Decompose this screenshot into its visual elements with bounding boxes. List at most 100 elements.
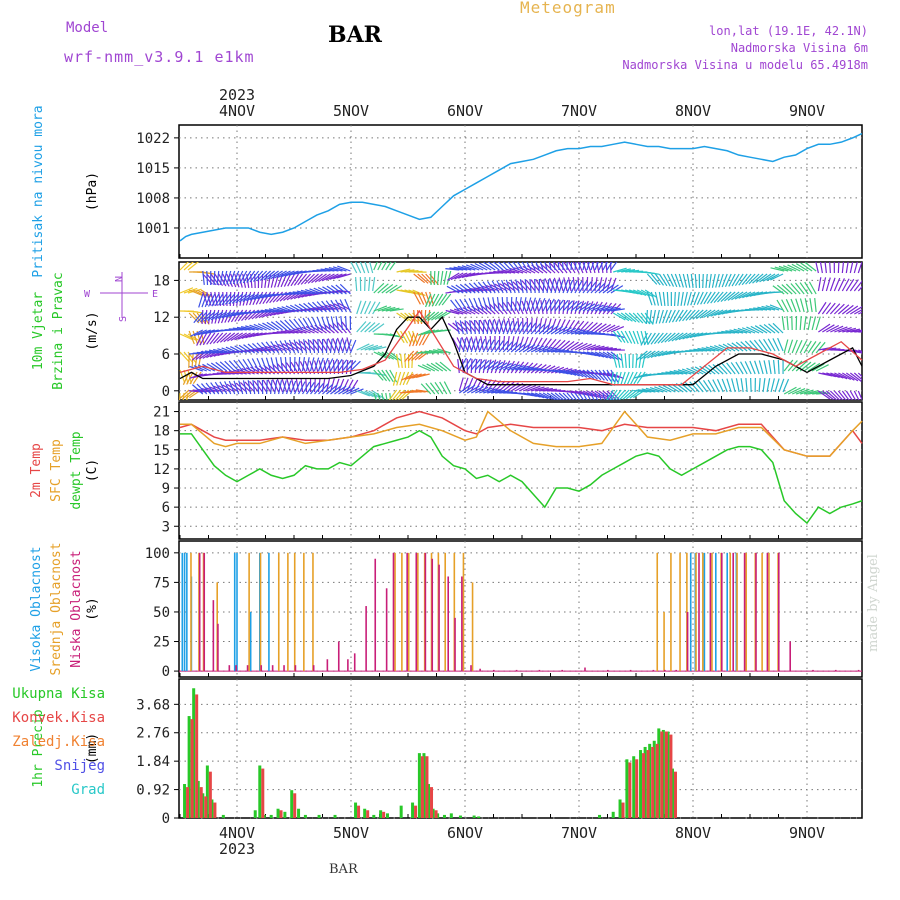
- wind-arrow: [473, 297, 480, 312]
- wind-arrow: [275, 357, 280, 372]
- wind-arrow: [854, 309, 862, 315]
- wind-arrow: [636, 330, 643, 345]
- y-tick-label: 0: [162, 664, 170, 680]
- wind-arrow: [694, 366, 708, 375]
- wind-arrow: [292, 291, 307, 295]
- wind-arrow: [673, 369, 688, 375]
- wind-arrow: [484, 304, 496, 315]
- wind-arrow: [197, 329, 211, 336]
- wind-arrow: [657, 332, 668, 344]
- wind-arrow: [187, 333, 201, 342]
- wind-arrow: [307, 317, 316, 331]
- precip-bar: [382, 811, 386, 818]
- wind-arrow: [778, 265, 793, 272]
- wind-arrow: [685, 309, 696, 321]
- wind-arrow: [662, 309, 668, 324]
- wind-arrow: [530, 337, 539, 351]
- wind-arrow: [677, 369, 692, 375]
- wind-arrow: [260, 309, 275, 313]
- wind-arrow: [339, 283, 351, 295]
- precip-bar: [303, 814, 307, 818]
- wind-arrow: [582, 390, 597, 398]
- wind-arrow: [241, 367, 255, 375]
- wind-arrow: [256, 342, 268, 354]
- wind-arrow: [853, 262, 858, 274]
- wind-arrow: [264, 309, 279, 313]
- wind-arrow: [530, 317, 533, 333]
- wind-arrow: [846, 328, 861, 333]
- wind-arrow: [228, 328, 243, 331]
- wind-arrow: [320, 268, 335, 272]
- wind-arrow: [701, 347, 716, 352]
- wind-arrow: [781, 284, 793, 295]
- wind-arrow: [477, 297, 484, 312]
- wind-arrow: [787, 264, 801, 272]
- wind-arrow: [845, 305, 859, 315]
- wind-arrow: [829, 277, 836, 292]
- wind-arrow: [582, 262, 586, 271]
- wind-arrow: [482, 339, 491, 353]
- precip-bar: [204, 796, 208, 818]
- wind-arrow: [417, 291, 425, 305]
- wind-arrow: [224, 360, 236, 372]
- wind-arrow: [270, 380, 273, 395]
- wind-arrow: [223, 332, 236, 343]
- wind-arrow: [462, 307, 476, 315]
- wind-arrow: [340, 316, 344, 331]
- wind-arrow: [364, 344, 379, 351]
- precip-bar: [279, 810, 283, 818]
- wind-arrow: [399, 353, 403, 368]
- wind-arrow: [562, 300, 566, 315]
- wind-arrow: [327, 322, 339, 334]
- precip-bar: [262, 814, 266, 818]
- wind-arrow: [193, 329, 208, 337]
- wind-arrow: [449, 267, 464, 271]
- wind-arrow: [690, 273, 694, 288]
- wind-arrow: [785, 299, 793, 313]
- wind-arrow: [570, 280, 578, 294]
- wind-arrow: [785, 283, 797, 295]
- wind-arrow: [521, 262, 528, 271]
- wind-arrow: [777, 337, 784, 352]
- side-label: 1hr Precip: [31, 709, 46, 787]
- wind-arrow: [385, 351, 398, 361]
- wind-arrow: [198, 293, 204, 308]
- wind-arrow: [654, 386, 668, 393]
- wind-arrow: [490, 361, 504, 371]
- wind-arrow: [850, 329, 862, 333]
- panel-frame: [178, 540, 863, 678]
- wind-arrow: [318, 383, 329, 395]
- wind-arrow: [818, 323, 831, 333]
- side-label: 2m Temp: [29, 443, 44, 498]
- precip-bar: [213, 802, 217, 818]
- wind-arrow: [389, 308, 404, 312]
- wind-arrow: [216, 372, 231, 375]
- wind-arrow: [829, 390, 841, 400]
- wind-arrow: [290, 380, 297, 395]
- wind-arrow: [610, 326, 625, 333]
- wind-arrow: [550, 325, 564, 335]
- wind-arrow: [478, 338, 486, 353]
- wind-arrow: [201, 383, 212, 395]
- wind-arrow: [816, 392, 831, 395]
- precip-bar: [669, 734, 673, 818]
- wind-arrow: [221, 347, 235, 354]
- wind-arrow: [566, 300, 578, 312]
- wind-arrow: [783, 339, 789, 354]
- wind-arrow: [517, 318, 520, 333]
- wind-arrow: [253, 293, 267, 300]
- wind-arrow: [770, 273, 784, 281]
- wind-arrow: [202, 270, 205, 285]
- wind-arrow: [486, 320, 490, 335]
- precip-bar: [208, 771, 212, 818]
- wind-arrow: [620, 330, 629, 344]
- wind-arrow: [493, 270, 508, 274]
- wind-arrow: [288, 319, 300, 331]
- wind-arrow: [280, 330, 295, 334]
- wind-arrow: [268, 308, 283, 313]
- wind-arrow: [270, 341, 280, 354]
- wind-arrow: [686, 332, 700, 339]
- wind-arrow: [506, 341, 518, 353]
- wind-arrow: [510, 364, 525, 371]
- wind-arrow: [459, 283, 472, 294]
